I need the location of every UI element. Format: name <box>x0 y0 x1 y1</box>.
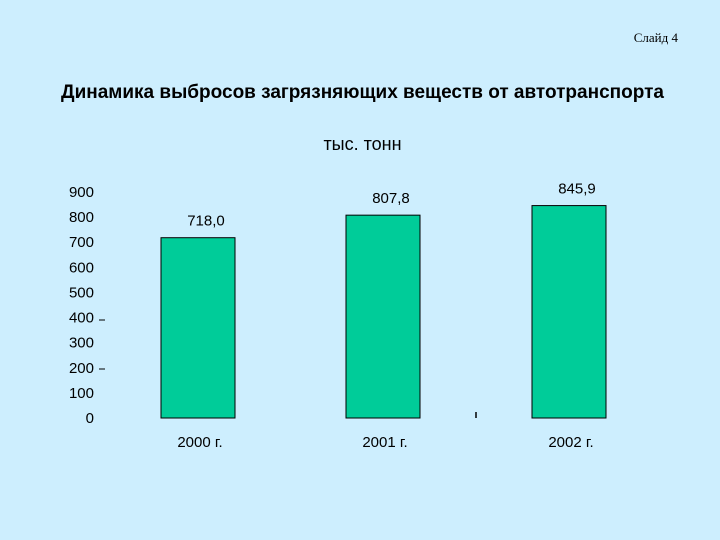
chart-title: Динамика выбросов загрязняющих веществ о… <box>61 82 664 103</box>
y-tick-label-900: 900 <box>69 184 94 201</box>
y-tick-label-100: 100 <box>69 385 94 402</box>
data-label-1: 718,0 <box>187 213 225 230</box>
y-tick-label-0: 0 <box>86 410 94 427</box>
bars: 718,0 807,8 845,9 <box>160 181 607 419</box>
axis-decorations <box>99 319 477 418</box>
y-tick-label-300: 300 <box>69 335 94 352</box>
x-axis: 2000 г. 2001 г. 2002 г. <box>177 434 593 451</box>
data-label-3: 845,9 <box>558 181 596 198</box>
y-tick-label-600: 600 <box>69 259 94 276</box>
y-tick-label-200: 200 <box>69 360 94 377</box>
x-tick-label-2: 2001 г. <box>362 434 407 451</box>
bar-1 <box>160 237 236 419</box>
y-tick-label-500: 500 <box>69 284 94 301</box>
y-axis: 0 100 200 300 400 500 600 700 800 900 <box>69 184 94 427</box>
x-tick-label-3: 2002 г. <box>548 434 593 451</box>
y-tick-label-400: 400 <box>69 310 94 327</box>
y-tick-label-700: 700 <box>69 234 94 251</box>
x-tick-label-1: 2000 г. <box>177 434 222 451</box>
bar-2 <box>345 214 421 419</box>
y-tick-label-800: 800 <box>69 209 94 226</box>
slide-number: Слайд 4 <box>633 30 678 45</box>
data-label-2: 807,8 <box>372 190 410 207</box>
bar-3 <box>531 205 607 419</box>
chart-subtitle: тыс. тонн <box>323 134 402 154</box>
